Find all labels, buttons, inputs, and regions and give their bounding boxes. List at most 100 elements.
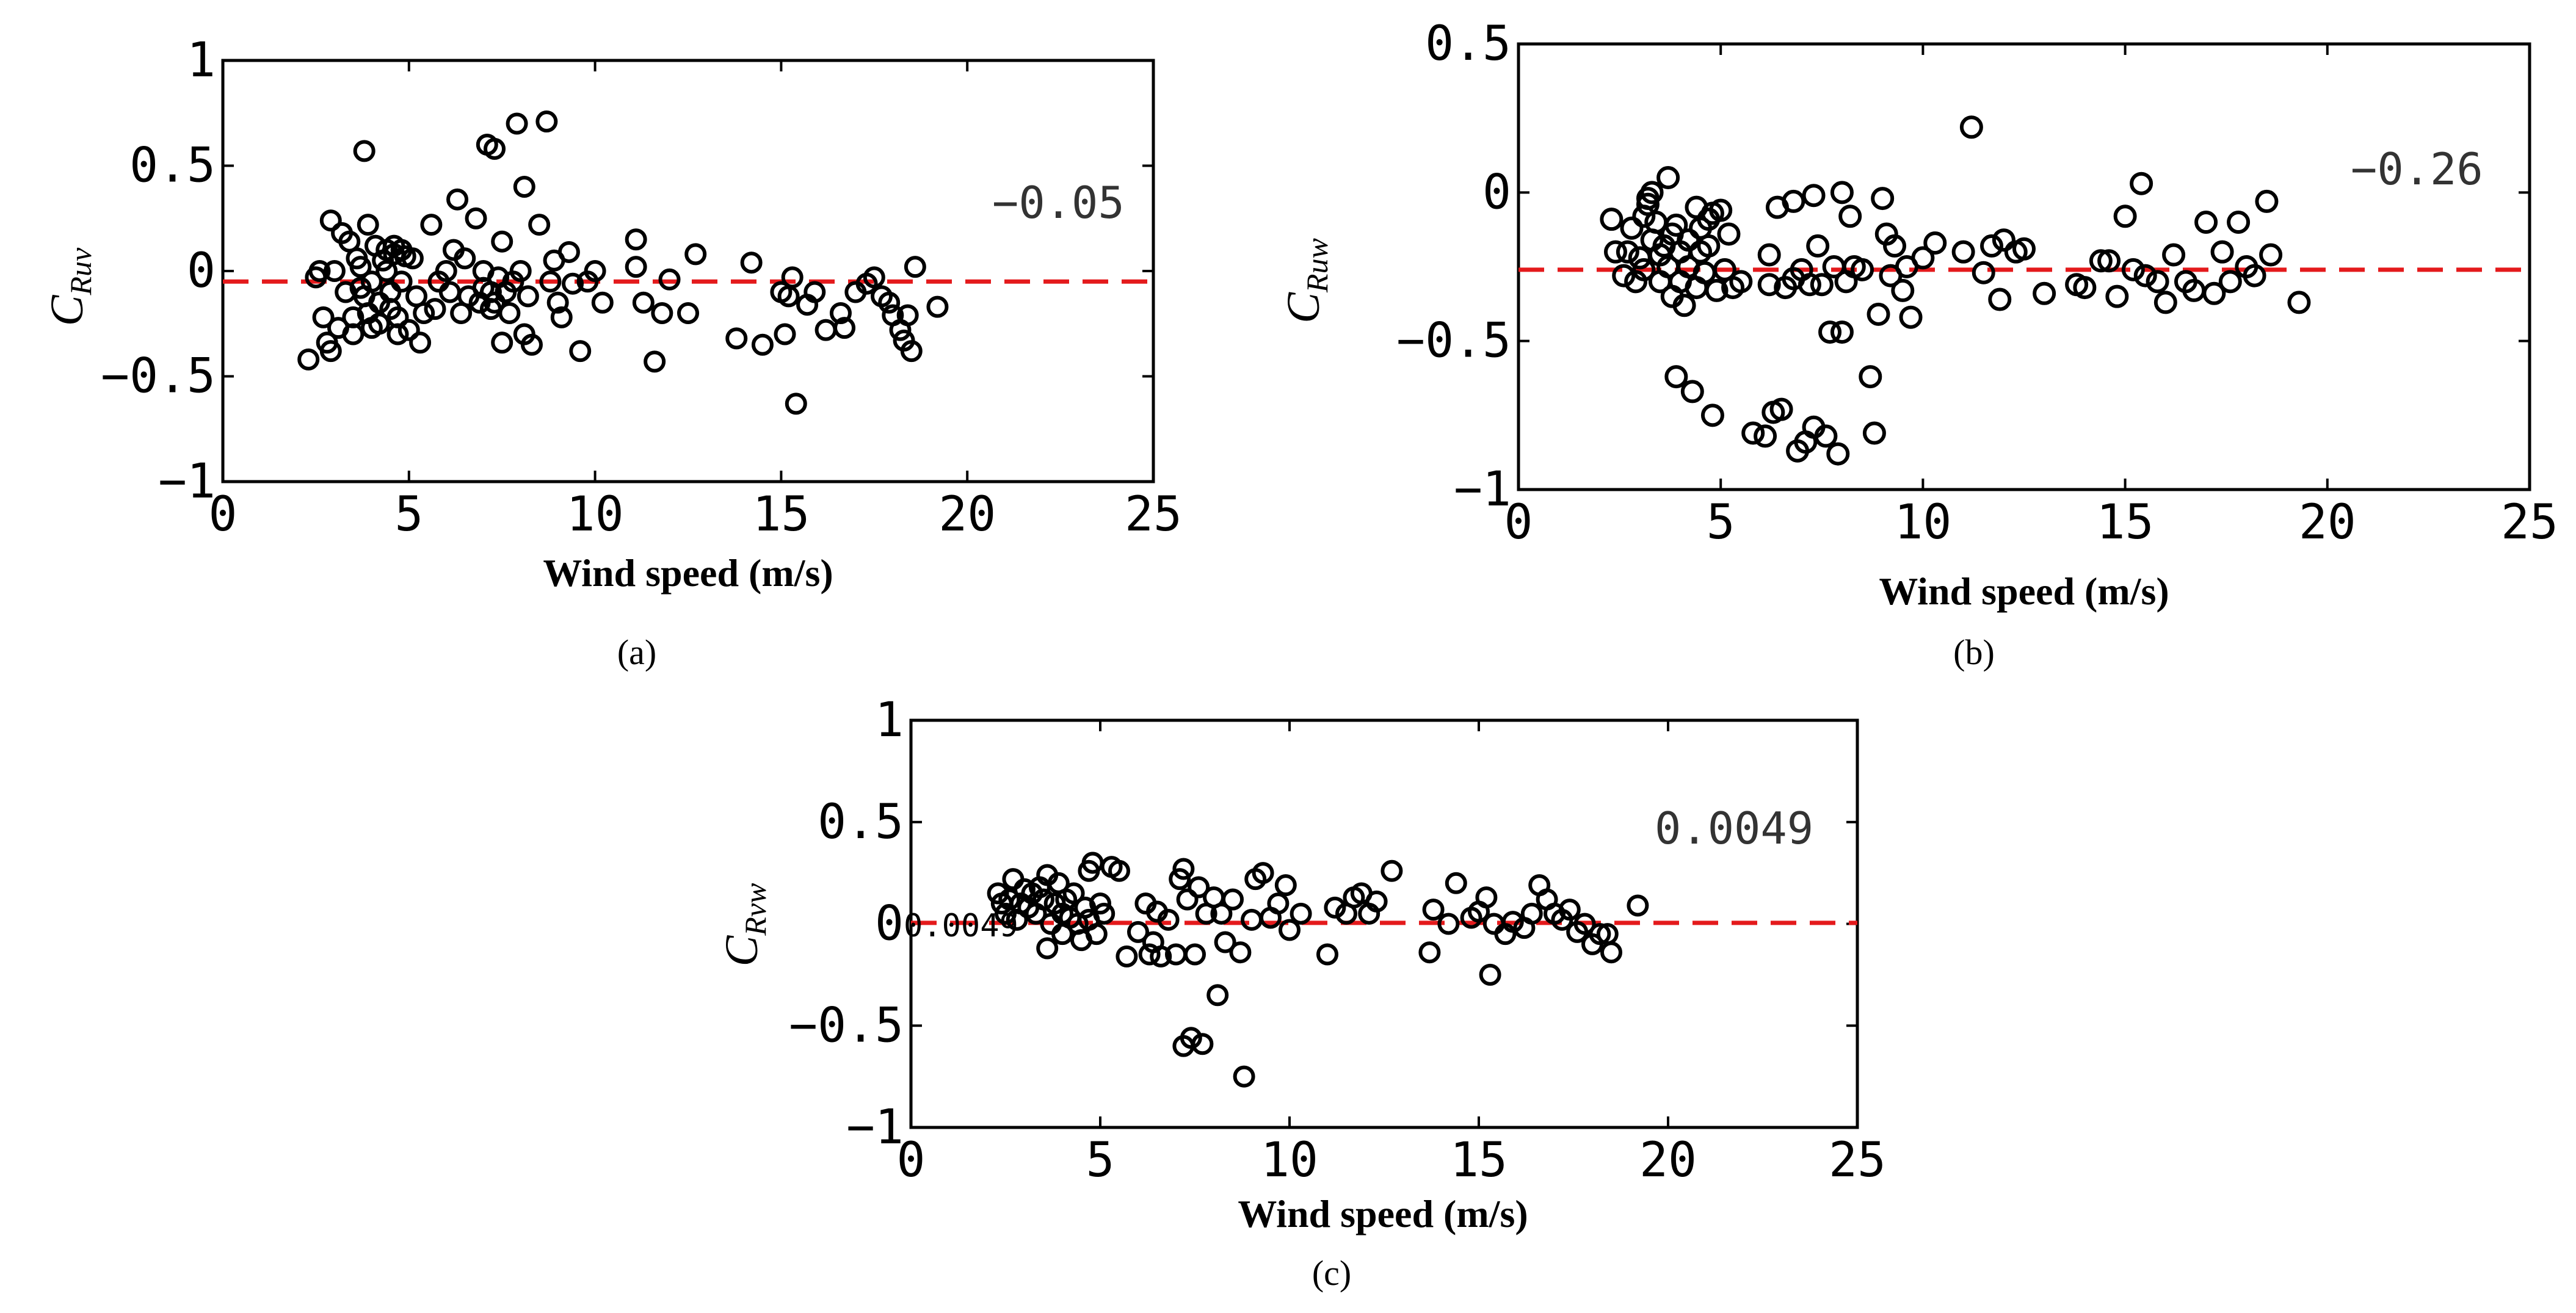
data-point-c-43: [1169, 868, 1191, 891]
data-point-b-0: [1600, 208, 1624, 231]
data-point-c-76: [1422, 899, 1445, 921]
data-points-c: [987, 852, 1649, 1088]
data-point-b-75: [1871, 187, 1895, 211]
data-point-b-2: [1612, 264, 1636, 288]
data-point-b-99: [2121, 258, 2145, 281]
data-point-c-92: [1558, 899, 1581, 921]
y-tick-label-c-4: 1: [875, 693, 904, 748]
data-point-a-70: [513, 176, 535, 198]
data-point-b-85: [1959, 115, 1983, 139]
y-tick-label-a-1: −0.5: [101, 349, 216, 404]
data-point-b-74: [1867, 302, 1890, 326]
data-point-a-21: [360, 270, 383, 293]
data-point-b-97: [2105, 284, 2129, 308]
y-tick-label-a-0: −1: [158, 454, 216, 509]
x-tick-label-a-3: 15: [752, 487, 810, 542]
y-tick-label-b-2: 0: [1482, 165, 1511, 220]
data-point-a-116: [904, 256, 926, 278]
data-point-a-76: [539, 270, 562, 293]
data-point-c-34: [1116, 945, 1138, 968]
data-point-b-109: [2210, 240, 2234, 264]
data-point-c-58: [1233, 1065, 1255, 1088]
data-point-b-100: [2130, 172, 2153, 195]
data-point-a-63: [491, 331, 513, 354]
data-point-b-111: [2227, 211, 2251, 234]
data-point-c-66: [1290, 902, 1312, 925]
data-point-c-41: [1157, 908, 1180, 931]
data-point-a-89: [644, 350, 666, 373]
data-point-a-100: [781, 266, 804, 289]
data-point-b-38: [1705, 278, 1729, 302]
data-point-b-91: [2012, 237, 2036, 261]
data-point-a-92: [677, 302, 699, 324]
data-point-b-96: [2097, 249, 2121, 273]
data-point-a-91: [658, 268, 681, 291]
data-point-a-53: [465, 207, 487, 230]
x-tick-label-a-4: 20: [938, 487, 996, 542]
data-point-b-25: [1672, 294, 1696, 317]
data-point-a-105: [829, 302, 852, 324]
plot-frame-b: [1517, 42, 2531, 491]
data-point-c-2: [995, 902, 1017, 925]
data-point-a-109: [863, 266, 885, 289]
data-point-a-118: [926, 295, 949, 318]
data-point-c-54: [1210, 902, 1233, 925]
mean-annotation-c: 0.0049: [1655, 803, 1813, 854]
y-tick-label-b-1: −0.5: [1396, 314, 1511, 369]
y-tick-label-b-0: −1: [1454, 462, 1511, 517]
data-point-a-18: [353, 140, 376, 162]
data-point-a-69: [509, 260, 532, 282]
data-point-c-49: [1188, 876, 1210, 899]
data-point-a-81: [562, 272, 584, 295]
data-point-a-0: [297, 348, 320, 371]
data-point-b-1: [1603, 240, 1627, 264]
data-point-a-39: [401, 247, 424, 270]
tick-marks-b: [1517, 43, 2531, 491]
y-tick-labels-b: −1 −0.5 0 0.5: [1396, 16, 1511, 517]
data-point-b-26: [1677, 228, 1700, 252]
data-point-b-45: [1754, 424, 1777, 448]
data-point-b-47: [1757, 243, 1781, 267]
data-point-b-43: [1729, 270, 1753, 294]
data-point-b-86: [1972, 261, 1995, 284]
y-tick-labels-a: −1 −0.5 0 0.5 1: [101, 33, 216, 509]
x-tick-label-c-1: 5: [1086, 1133, 1115, 1188]
data-point-c-30: [1089, 892, 1111, 915]
data-point-b-66: [1830, 181, 1854, 204]
x-tick-label-b-0: 0: [1504, 495, 1533, 550]
data-point-a-80: [557, 241, 580, 263]
data-point-c-40: [1150, 945, 1172, 968]
y-axis-title-a: CRuv: [42, 247, 98, 326]
data-point-b-101: [2133, 264, 2157, 288]
data-point-a-7: [323, 260, 346, 282]
data-point-c-57: [1229, 941, 1252, 964]
mean-annotation-a: −0.05: [992, 177, 1125, 228]
data-point-b-78: [1883, 234, 1907, 258]
data-point-a-75: [535, 110, 558, 133]
data-point-c-61: [1252, 862, 1274, 884]
data-point-c-12: [1032, 888, 1054, 911]
y-tick-label-a-4: 1: [187, 33, 216, 88]
mean-annotation-b: −0.26: [2351, 143, 2483, 195]
data-point-a-111: [878, 291, 901, 314]
data-point-a-117: [896, 304, 919, 327]
data-point-a-42: [413, 302, 435, 324]
data-point-b-4: [1620, 216, 1644, 240]
data-point-c-81: [1475, 886, 1498, 909]
data-point-a-101: [785, 392, 807, 415]
data-point-a-3: [312, 306, 335, 328]
x-tick-label-b-5: 25: [2501, 495, 2558, 550]
x-axis-title-c: Wind speed (m/s): [1238, 1192, 1528, 1235]
data-point-a-93: [684, 243, 707, 266]
data-point-b-116: [2287, 291, 2311, 314]
data-point-c-46: [1176, 888, 1199, 911]
data-point-c-44: [1172, 858, 1195, 880]
data-point-c-78: [1445, 872, 1467, 894]
data-point-a-34: [386, 306, 409, 328]
data-point-b-28: [1680, 380, 1704, 403]
data-point-b-71: [1851, 258, 1874, 281]
data-point-b-18: [1656, 166, 1680, 189]
data-point-c-37: [1138, 943, 1161, 966]
data-point-b-82: [1911, 246, 1935, 270]
data-point-c-55: [1214, 931, 1236, 953]
